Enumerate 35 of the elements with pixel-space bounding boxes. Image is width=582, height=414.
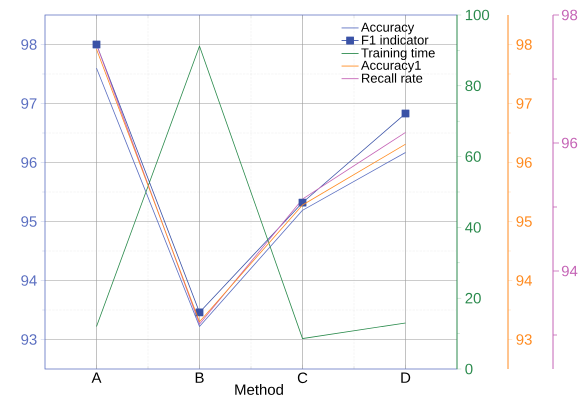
x-tick-label: B [196, 372, 204, 383]
y2-tick-label: 80 [465, 80, 481, 92]
text: 98 [562, 10, 578, 20]
y3-tick-label: 93 [516, 334, 532, 345]
legend-label: Training time [361, 48, 435, 60]
text: 96 [562, 138, 578, 148]
y2-tick-label: 0 [465, 364, 472, 374]
y2-tick-label: 20 [466, 292, 481, 304]
text: 94 [562, 266, 578, 276]
y-tick-label: 98 [21, 39, 37, 50]
legend-label: Accuracy [361, 22, 414, 34]
x-tick-label: A [92, 372, 102, 383]
y3-tick-label: 97 [516, 98, 532, 109]
y2-tick-label: 60 [466, 151, 481, 162]
point [298, 198, 306, 207]
y-tick-label: 97 [21, 98, 36, 109]
x-tick-label: D [401, 372, 410, 383]
y-tick-label: 96 [21, 157, 37, 168]
x-tick-label: C [298, 372, 308, 384]
legend-label: F1 indicator [362, 35, 428, 45]
x-axis-title: Method [235, 384, 283, 395]
point [92, 40, 100, 48]
legend-label: Recall rate [362, 73, 422, 83]
y2-tick-label: 40 [465, 222, 481, 233]
legend-label: Accuracy1 [361, 60, 421, 72]
y-tick-label: 95 [21, 216, 37, 227]
y3-tick-label: 96 [516, 157, 532, 168]
y2-tick-label: 100 [466, 10, 490, 20]
y3-tick-label: 95 [516, 216, 532, 227]
point [196, 308, 204, 316]
y-tick-label: 93 [21, 334, 37, 345]
y3-tick-label: 94 [516, 275, 532, 286]
y-tick-label: 94 [21, 275, 37, 286]
y3-tick-label: 98 [516, 39, 532, 50]
point [402, 110, 410, 118]
